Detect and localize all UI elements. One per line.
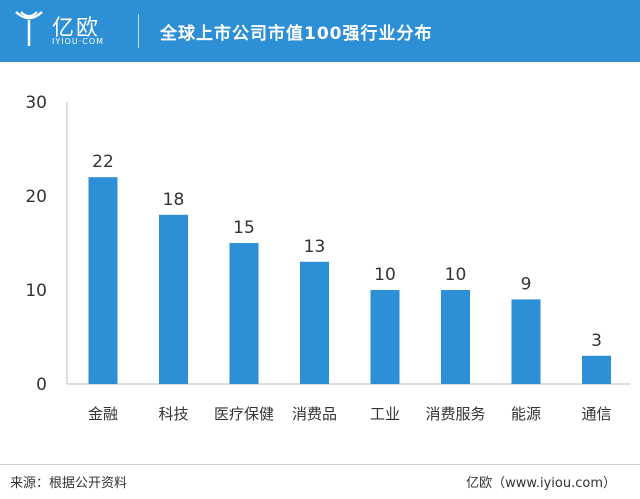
y-tick-label: 0 <box>36 375 47 395</box>
x-tick-label: 消费品 <box>292 405 337 423</box>
x-tick-label: 通信 <box>581 405 611 423</box>
bar <box>159 214 188 384</box>
bar-value-label: 15 <box>233 218 255 238</box>
page-title: 全球上市公司市值100强行业分布 <box>160 24 433 44</box>
credit-note: 亿欧（www.iyiou.com） <box>466 476 616 491</box>
header-divider <box>138 14 139 48</box>
x-tick-label: 消费服务 <box>425 405 485 423</box>
brand-name: 亿欧 <box>52 16 101 41</box>
y-tick-label: 30 <box>25 93 47 113</box>
bar <box>229 243 259 384</box>
x-tick-label: 工业 <box>370 405 400 423</box>
bar-value-label: 3 <box>591 331 602 351</box>
bar-value-label: 22 <box>92 152 114 172</box>
x-tick-label: 能源 <box>511 405 541 423</box>
bar-chart: 0 10 20 30 22 金融 18 科技 15 医疗保健 13 消费品 10 工业 10 消费服务 9 能源 3… <box>25 93 630 423</box>
bar <box>370 290 400 384</box>
x-tick-label: 金融 <box>88 405 118 423</box>
x-tick-label: 医疗保健 <box>214 405 274 423</box>
brand-subtitle: IYIOU·COM <box>52 37 105 46</box>
bar <box>441 290 470 384</box>
source-note: 来源：根据公开资料 <box>10 476 128 491</box>
header-banner: 亿欧 IYIOU·COM 全球上市公司市值100强行业分布 <box>0 0 640 62</box>
bar-value-label: 9 <box>521 274 532 294</box>
bar <box>582 355 611 384</box>
brand-logo-icon <box>15 11 43 46</box>
bar-value-label: 10 <box>374 265 396 285</box>
y-tick-label: 10 <box>25 281 47 301</box>
bar-value-label: 13 <box>304 237 326 257</box>
x-tick-label: 科技 <box>158 405 188 423</box>
bar <box>511 299 541 384</box>
bar-value-label: 10 <box>445 265 467 285</box>
bar <box>300 261 329 384</box>
y-tick-label: 20 <box>25 187 47 207</box>
footer-divider <box>0 464 640 465</box>
bar-value-label: 18 <box>163 190 185 210</box>
bar <box>88 177 118 384</box>
